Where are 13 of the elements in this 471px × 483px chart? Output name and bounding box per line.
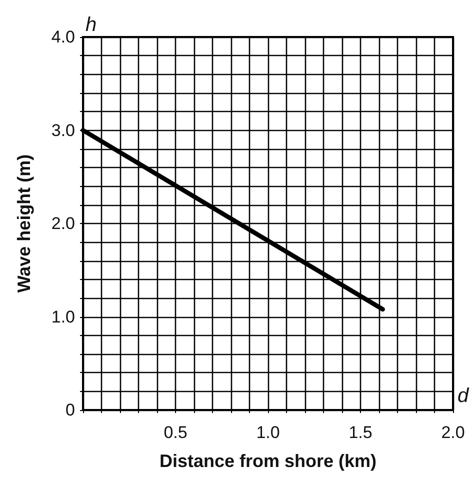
- x-tick-label: 0.5: [164, 423, 188, 442]
- text: h: [85, 14, 97, 36]
- x-tick-label: 1.5: [348, 423, 372, 442]
- y-axis-title: Wave height (m): [14, 154, 34, 293]
- y-tick-label: 4.0: [51, 28, 75, 46]
- y-tick-label: 2.0: [51, 214, 75, 233]
- text: d: [457, 385, 470, 407]
- x-axis-title: Distance from shore (km): [159, 451, 377, 471]
- x-tick-label: 2.0: [441, 423, 465, 442]
- y-tick-label: 0: [66, 400, 75, 420]
- y-tick-label: 1.0: [51, 307, 75, 326]
- x-tick-label: 1.0: [256, 423, 280, 442]
- y-tick-label: 3.0: [51, 120, 75, 140]
